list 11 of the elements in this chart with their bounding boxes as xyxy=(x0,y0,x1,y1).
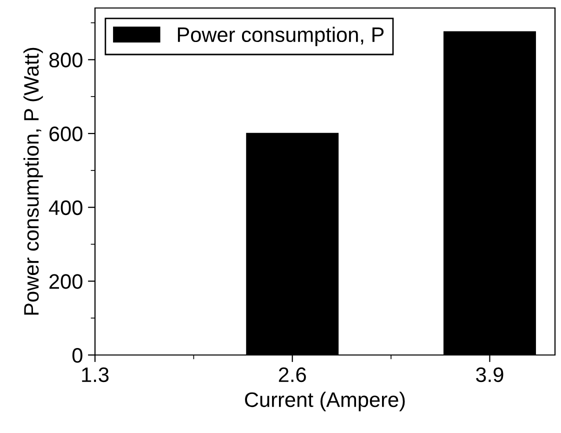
y-tick-label: 600 xyxy=(49,126,82,142)
y-tick-label: 200 xyxy=(49,274,82,289)
y-tick-label: 0 xyxy=(72,348,82,363)
y-tick-label: 400 xyxy=(48,200,82,216)
x-tick-label: 2.6 xyxy=(278,367,306,382)
y-axis-title: Power consumption, P (Watt) xyxy=(23,48,43,315)
x-tick-label: 3.9 xyxy=(476,367,504,382)
legend-label: Power consumption, P xyxy=(178,26,384,46)
y-tick-label: 800 xyxy=(49,52,82,68)
x-tick-label: 1.3 xyxy=(82,367,109,382)
x-axis-title: Current (Ampere) xyxy=(245,392,405,412)
